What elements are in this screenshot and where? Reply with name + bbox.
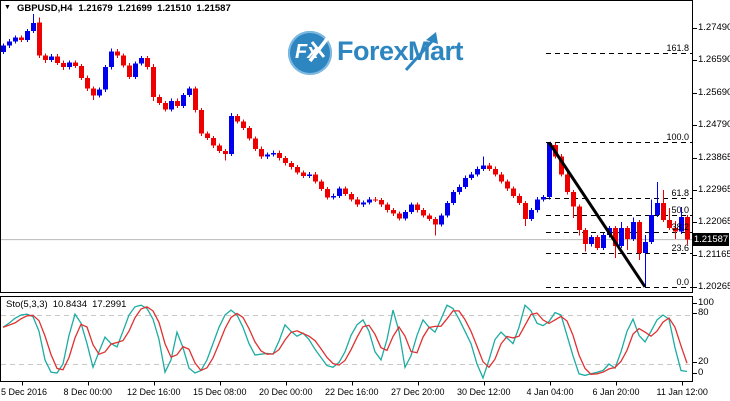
indicator-k-value: 10.8434 <box>52 299 88 310</box>
fib-level-label: 0.0 <box>676 276 689 287</box>
price-axis-label: 1.24790 <box>698 119 730 130</box>
forexmart-logo-badge: Fx <box>288 31 332 75</box>
open-value: 1.21679 <box>78 2 113 14</box>
price-axis-label: 1.25690 <box>698 87 730 98</box>
price-axis-label: 1.22065 <box>698 216 730 227</box>
price-axis-label: 1.21165 <box>698 249 730 260</box>
high-value: 1.21699 <box>117 2 153 14</box>
sto-scale-label: 20 <box>698 356 709 367</box>
time-axis-label: 11 Jan 12:00 <box>656 387 708 397</box>
fib-level-label: 38.2 <box>671 221 689 232</box>
time-axis-label: 15 Dec 08:00 <box>193 387 247 397</box>
price-axis-label: 1.27490 <box>698 22 730 33</box>
chevron-down-icon[interactable]: ▼ <box>4 4 11 11</box>
indicator-label: Sto(5,3,3) 10.8434 17.2991 <box>6 299 126 310</box>
time-axis-label: 12 Dec 16:00 <box>127 387 181 397</box>
forexmart-logo: Fx ForexMart <box>288 30 478 78</box>
current-price-tag: 1.21587 <box>693 233 729 246</box>
price-axis-label: 1.22965 <box>698 184 730 195</box>
time-axis-label: 30 Dec 12:00 <box>457 387 511 397</box>
price-axis-label: 1.26590 <box>698 54 730 65</box>
indicator-name: Sto(5,3,3) <box>6 299 48 310</box>
sto-scale-label: 80 <box>698 307 709 318</box>
price-axis-label: 1.23865 <box>698 152 730 163</box>
fib-level-label: 161.8 <box>666 42 689 53</box>
low-value: 1.21510 <box>157 2 192 14</box>
time-axis-label: 4 Jan 04:00 <box>526 387 574 397</box>
time-axis-label: 8 Dec 00:00 <box>63 387 113 397</box>
time-axis-label: 20 Dec 00:00 <box>259 387 313 397</box>
symbol-ohlc-bar: ▼ GBPUSD,H4 1.21679 1.21699 1.21510 1.21… <box>4 2 231 14</box>
forexmart-badge-slash-icon <box>308 33 332 63</box>
indicator-d-value: 17.2991 <box>92 299 127 310</box>
time-axis-label: 22 Dec 16:00 <box>325 387 379 397</box>
sto-scale-label: 0 <box>698 367 704 378</box>
fib-level-label: 23.6 <box>671 242 689 253</box>
forexmart-logo-text: ForexMart <box>337 36 464 66</box>
fib-level-label: 100.0 <box>666 131 689 142</box>
time-axis-label: 5 Dec 2016 <box>1 387 48 397</box>
time-axis-label: 27 Dec 20:00 <box>391 387 445 397</box>
close-value: 1.21587 <box>196 2 231 14</box>
fib-level-label: 61.8 <box>671 187 689 198</box>
fib-level-label: 50.0 <box>671 204 689 215</box>
symbol-label: GBPUSD,H4 <box>16 2 73 14</box>
sto-scale-label: 100 <box>698 297 714 308</box>
price-axis-label: 1.20265 <box>698 281 730 292</box>
time-axis-label: 6 Jan 20:00 <box>592 387 640 397</box>
forexmart-arrow-icon <box>404 32 438 72</box>
